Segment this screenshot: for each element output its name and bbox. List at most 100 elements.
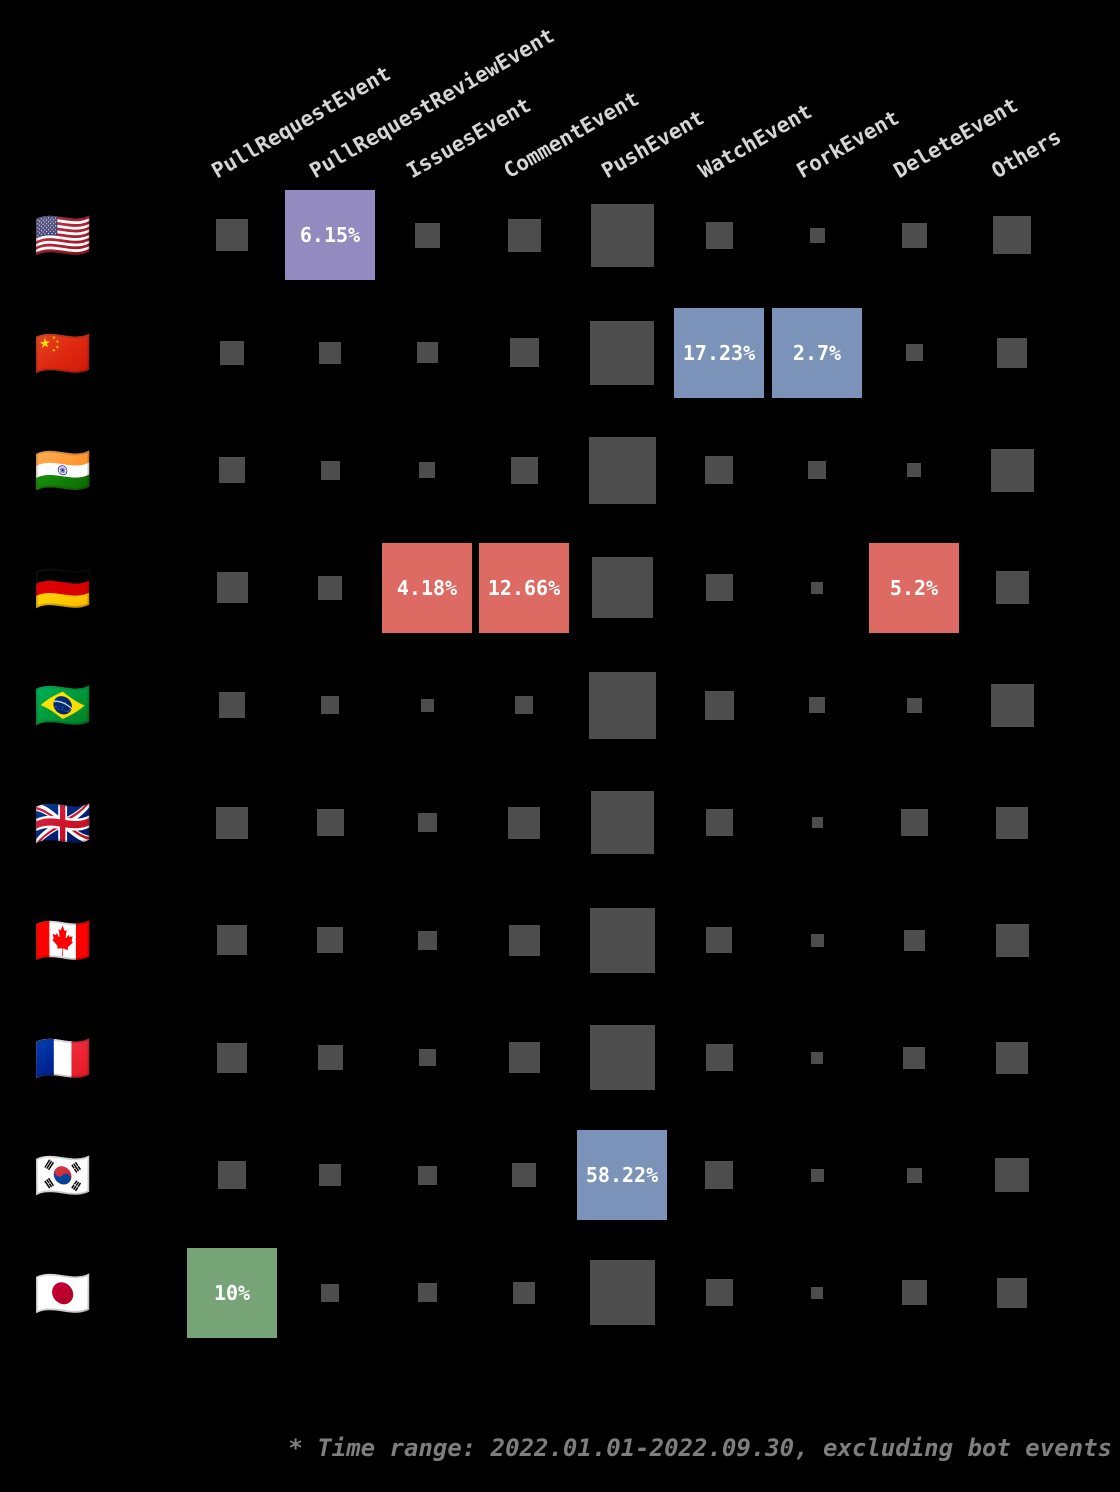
heatmap-cell-japan-watchevent — [705, 1279, 733, 1306]
flag-united-kingdom: 🇬🇧 — [34, 795, 92, 850]
heatmap-cell-canada-watchevent — [706, 927, 732, 953]
time-range-note: * Time range: 2022.01.01-2022.09.30, exc… — [288, 1434, 1112, 1462]
heatmap-cell-canada-forkevent — [810, 933, 824, 947]
heatmap-cell-south-korea-deleteevent — [906, 1167, 922, 1183]
cell-percentage-label: 6.15% — [299, 223, 361, 247]
heatmap-cell-united-kingdom-others — [996, 806, 1028, 839]
heatmap-cell-germany-others — [995, 571, 1029, 604]
heatmap-cell-united-kingdom-issuesevent — [417, 813, 437, 832]
heatmap-cell-france-issuesevent — [418, 1049, 436, 1066]
heatmap-cell-canada-issuesevent — [417, 930, 437, 950]
heatmap-cell-india-watchevent — [705, 456, 733, 484]
heatmap-cell-germany-pushevent — [591, 557, 653, 618]
heatmap-cell-united-states-commentevent — [507, 218, 541, 252]
heatmap-cell-japan-deleteevent — [901, 1280, 927, 1305]
heatmap-cell-japan-pullrequestevent: 10% — [187, 1247, 277, 1338]
heatmap-cell-united-states-forkevent — [809, 227, 825, 243]
heatmap-cell-japan-pullrequestreviewevent — [321, 1283, 339, 1302]
heatmap-cell-brazil-issuesevent — [420, 698, 434, 712]
heatmap-cell-united-kingdom-pushevent — [590, 791, 654, 854]
heatmap-cell-germany-commentevent: 12.66% — [479, 542, 569, 633]
heatmap-cell-japan-issuesevent — [417, 1283, 437, 1302]
heatmap-cell-united-states-watchevent — [705, 221, 733, 249]
cell-percentage-label: 58.22% — [585, 1163, 659, 1187]
cell-percentage-label: 5.2% — [889, 575, 939, 600]
flag-south-korea: 🇰🇷 — [34, 1148, 92, 1202]
heatmap-cell-canada-others — [995, 923, 1029, 957]
heatmap-cell-united-kingdom-pullrequestreviewevent — [316, 809, 344, 836]
cell-percentage-label: 4.18% — [396, 575, 458, 600]
heatmap-cell-germany-forkevent — [811, 581, 823, 594]
heatmap-cell-france-pushevent — [589, 1025, 655, 1090]
heatmap-cell-canada-commentevent — [508, 924, 540, 956]
heatmap-cell-japan-commentevent — [513, 1281, 535, 1304]
heatmap-cell-germany-issuesevent: 4.18% — [382, 542, 472, 633]
heatmap-cell-france-pullrequestevent — [217, 1042, 247, 1073]
heatmap-cell-south-korea-watchevent — [705, 1161, 733, 1189]
heatmap-cell-germany-deleteevent: 5.2% — [869, 542, 959, 633]
heatmap-cell-brazil-deleteevent — [906, 697, 922, 713]
heatmap-cell-france-deleteevent — [903, 1046, 925, 1069]
heatmap-cell-united-states-issuesevent — [414, 222, 440, 248]
heatmap-cell-brazil-commentevent — [515, 696, 533, 714]
heatmap-cell-china-forkevent: 2.7% — [772, 307, 862, 398]
heatmap-cell-china-watchevent: 17.23% — [674, 307, 764, 398]
flag-japan: 🇯🇵 — [34, 1265, 92, 1320]
flag-india: 🇮🇳 — [34, 443, 92, 497]
heatmap-cell-brazil-watchevent — [704, 690, 734, 720]
heatmap-cell-brazil-pushevent — [588, 671, 656, 739]
heatmap-cell-united-kingdom-deleteevent — [900, 809, 928, 836]
heatmap-cell-india-commentevent — [510, 456, 538, 484]
heatmap-cell-france-others — [996, 1041, 1028, 1074]
heatmap-cell-germany-pullrequestevent — [216, 572, 248, 603]
heatmap-cell-united-states-pullrequestevent — [216, 219, 248, 251]
heatmap-cell-south-korea-forkevent — [810, 1168, 824, 1182]
heatmap-cell-united-kingdom-watchevent — [705, 809, 733, 836]
flag-france: 🇫🇷 — [34, 1030, 92, 1085]
heatmap-cell-china-commentevent — [509, 338, 539, 367]
flag-canada: 🇨🇦 — [34, 913, 92, 967]
heatmap-cell-brazil-pullrequestreviewevent — [321, 696, 339, 714]
heatmap-cell-brazil-pullrequestevent — [219, 692, 245, 718]
heatmap-cell-south-korea-pullrequestevent — [218, 1161, 246, 1189]
heatmap-cell-brazil-forkevent — [809, 697, 825, 713]
column-header-others: Others — [987, 124, 1066, 184]
heatmap-cell-united-kingdom-forkevent — [811, 817, 823, 828]
heatmap-cell-india-pullrequestreviewevent — [320, 460, 340, 480]
heatmap-cell-japan-others — [997, 1277, 1027, 1308]
heatmap-cell-france-commentevent — [508, 1042, 540, 1073]
flag-united-states: 🇺🇸 — [34, 208, 92, 262]
heatmap-cell-canada-pullrequestreviewevent — [317, 927, 343, 953]
flag-china: 🇨🇳 — [34, 325, 92, 380]
heatmap-cell-south-korea-others — [995, 1158, 1029, 1192]
heatmap-cell-india-others — [990, 448, 1034, 492]
heatmap-cell-india-issuesevent — [419, 462, 435, 478]
heatmap-cell-united-states-deleteevent — [901, 222, 927, 248]
heatmap-cell-china-issuesevent — [416, 342, 438, 363]
heatmap-cell-united-states-pullrequestreviewevent: 6.15% — [285, 190, 375, 280]
heatmap-cell-japan-pushevent — [589, 1260, 655, 1325]
cell-percentage-label: 17.23% — [682, 340, 756, 365]
heatmap-cell-united-states-pushevent — [590, 203, 654, 267]
heatmap-cell-brazil-others — [990, 683, 1034, 727]
flag-brazil: 🇧🇷 — [34, 678, 92, 732]
heatmap-cell-china-pullrequestreviewevent — [319, 341, 341, 364]
heatmap-cell-south-korea-issuesevent — [417, 1165, 437, 1185]
heatmap-cell-japan-forkevent — [811, 1286, 823, 1299]
cell-percentage-label: 2.7% — [792, 340, 842, 365]
heatmap-cell-france-watchevent — [705, 1044, 733, 1071]
heatmap-cell-china-pushevent — [590, 320, 654, 385]
heatmap-cell-china-deleteevent — [905, 344, 923, 361]
heatmap-cell-china-others — [997, 337, 1027, 368]
heatmap-cell-united-states-others — [993, 216, 1031, 254]
heatmap-cell-south-korea-pushevent: 58.22% — [577, 1130, 667, 1220]
heatmap-cell-germany-pullrequestreviewevent — [318, 575, 342, 600]
heatmap-cell-canada-pullrequestevent — [217, 925, 247, 955]
heatmap-cell-united-kingdom-commentevent — [508, 806, 540, 839]
cell-percentage-label: 10% — [213, 1280, 251, 1305]
heatmap-cell-china-pullrequestevent — [220, 340, 244, 365]
heatmap-cell-france-pullrequestreviewevent — [317, 1045, 343, 1070]
heatmap-cell-canada-deleteevent — [903, 929, 925, 951]
flag-germany: 🇩🇪 — [34, 560, 92, 615]
